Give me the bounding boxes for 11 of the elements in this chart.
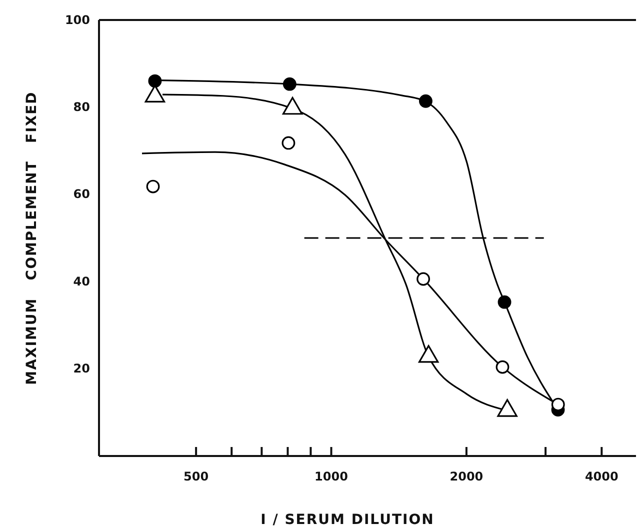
y-tick-label: 80 bbox=[73, 100, 90, 114]
x-tick-label: 500 bbox=[184, 470, 209, 484]
y-tick-label: 100 bbox=[64, 12, 90, 27]
y-tick-label: 40 bbox=[73, 274, 90, 288]
y-axis-title: MAXIMUM COMPLEMENT FIXED bbox=[24, 91, 40, 385]
y-tick-label: 20 bbox=[73, 362, 90, 376]
x-axis-title: I / SERUM DILUTION bbox=[260, 512, 434, 528]
x-tick-label: 2000 bbox=[450, 470, 484, 484]
x-tick-label: 1000 bbox=[314, 470, 348, 484]
y-tick-label: 60 bbox=[73, 187, 90, 202]
x-tick-label: 4000 bbox=[584, 470, 618, 484]
